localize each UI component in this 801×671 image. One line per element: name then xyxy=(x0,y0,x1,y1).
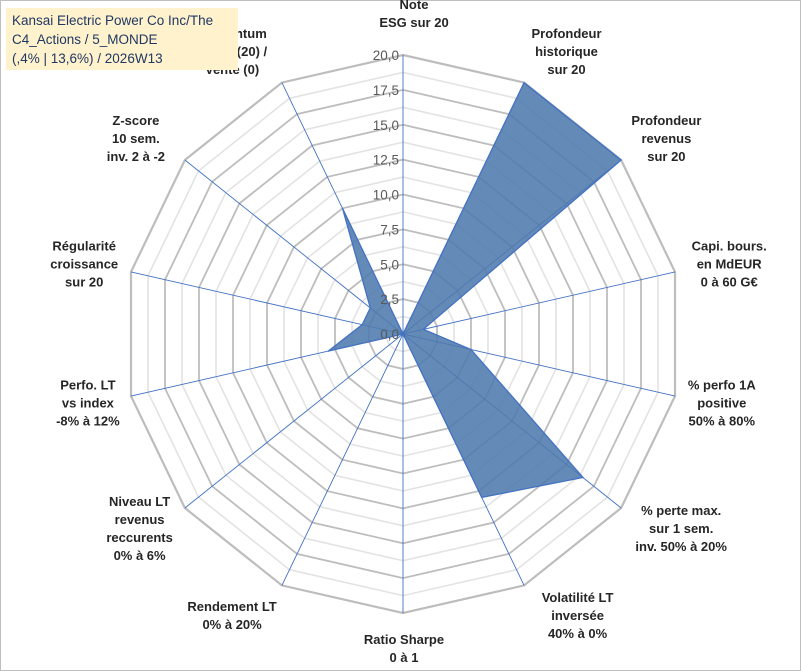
axis-label: sur 20 xyxy=(647,149,685,164)
axis-label: en MdEUR xyxy=(697,256,763,271)
data-point-3 xyxy=(422,328,424,330)
axis-label: historique xyxy=(535,44,598,59)
tick-label: 17,5 xyxy=(373,83,399,98)
data-point-10 xyxy=(327,350,329,352)
axis-label: ESG sur 20 xyxy=(379,15,448,30)
tick-label: 20,0 xyxy=(373,48,399,63)
axis-label: sur 1 sem. xyxy=(649,521,713,536)
axis-label: 0% à 20% xyxy=(202,617,262,632)
tick-label: 0,0 xyxy=(380,327,399,342)
axis-label: sur 20 xyxy=(65,274,103,289)
axis-label: reccurents xyxy=(106,530,172,545)
axis-label: 0 à 1 xyxy=(390,650,419,665)
data-point-4 xyxy=(470,348,472,351)
axis-label: positive xyxy=(697,396,746,411)
axis-label: Ratio Sharpe xyxy=(364,632,444,647)
axis-label: croissance xyxy=(50,256,118,271)
radial-tick-labels: 0,0 2,5 5,0 7,5 10,0 12,5 15,0 17,5 20,0 xyxy=(373,48,399,342)
spoke-3 xyxy=(402,271,676,335)
series-area xyxy=(327,81,623,499)
axis-label: Profondeur xyxy=(531,26,601,41)
tick-label: 2,5 xyxy=(380,292,399,307)
axis-label: % perte max. xyxy=(641,503,721,518)
axis-label: revenus xyxy=(641,131,691,146)
tick-label: 7,5 xyxy=(380,222,399,237)
data-point-11 xyxy=(361,324,363,326)
axis-label: Z-score xyxy=(112,113,159,128)
title-line-2: C4_Actions / 5_MONDE xyxy=(12,32,158,47)
data-point-9 xyxy=(402,333,404,335)
radar-series xyxy=(327,81,623,499)
axis-label: Niveau LT xyxy=(109,494,170,509)
axis-label: 0% à 6% xyxy=(114,548,166,563)
axis-label: inv. 50% à 20% xyxy=(635,539,727,554)
data-point-1 xyxy=(523,82,525,84)
axis-label: % perfo 1A xyxy=(688,378,757,393)
axis-label: Capi. bours. xyxy=(692,238,767,253)
axis-label: Profondeur xyxy=(631,113,701,128)
data-point-6 xyxy=(481,496,483,498)
spoke-12 xyxy=(184,159,404,335)
axis-label: 50% à 80% xyxy=(689,414,756,429)
axis-label: 0 à 60 G€ xyxy=(701,274,758,289)
axis-label: Régularité xyxy=(52,238,116,253)
axis-label: 40% à 0% xyxy=(548,626,608,641)
tick-label: 12,5 xyxy=(373,153,399,168)
tick-label: 15,0 xyxy=(373,118,399,133)
axis-label: Note xyxy=(400,0,429,12)
axis-label: Rendement LT xyxy=(187,599,276,614)
spoke-11 xyxy=(130,271,404,335)
spoke-9 xyxy=(184,333,404,509)
axis-label: inv. 2 à -2 xyxy=(107,149,165,164)
spoke-8 xyxy=(281,333,404,586)
axis-label: sur 20 xyxy=(547,62,585,77)
title-line-3: (,4% | 13,6%) / 2026W13 xyxy=(12,51,163,66)
axis-label: 10 sem. xyxy=(112,131,160,146)
axis-label: vs index xyxy=(62,396,115,411)
axis-label: inversée xyxy=(551,608,604,623)
axis-label: -8% à 12% xyxy=(56,414,120,429)
axis-label: Perfo. LT xyxy=(60,378,115,393)
tick-label: 5,0 xyxy=(380,257,399,272)
data-point-12 xyxy=(369,307,371,309)
chart-title-box: Kansai Electric Power Co Inc/The C4_Acti… xyxy=(6,8,238,70)
data-point-5 xyxy=(582,476,584,479)
title-line-1: Kansai Electric Power Co Inc/The xyxy=(12,13,214,28)
data-point-2 xyxy=(620,159,622,161)
axis-label: Volatilité LT xyxy=(542,590,614,605)
tick-label: 10,0 xyxy=(373,188,399,203)
data-point-13 xyxy=(341,207,344,209)
axis-label: revenus xyxy=(115,512,165,527)
